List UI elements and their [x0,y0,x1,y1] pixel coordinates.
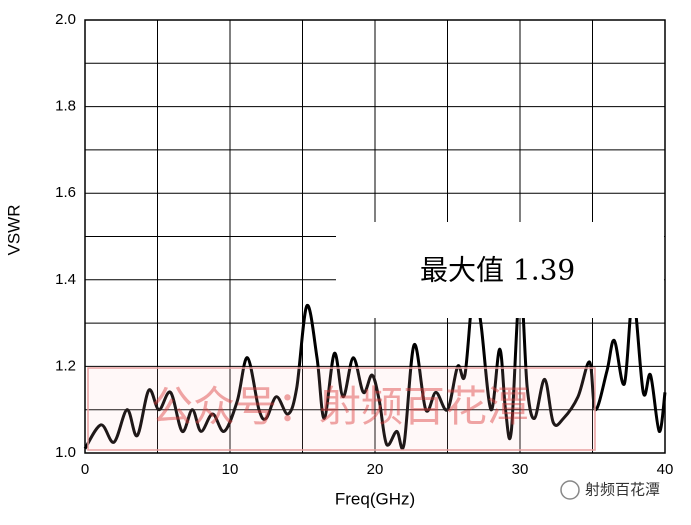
plot-frame [84,19,666,454]
logo-icon [560,480,580,500]
watermark: 公众号：射频百花潭 [151,382,529,431]
x-tick-label: 0 [81,461,89,478]
annotation: 最大值 1.39 [420,254,575,287]
annotation-box [336,222,664,318]
x-tick-label: 40 [657,461,674,478]
y-tick-label: 1.4 [55,271,76,288]
y-tick-label: 1.8 [55,98,76,115]
data-line [83,282,667,450]
x-tick-label: 20 [367,461,384,478]
y-axis-label: VSWR [4,205,23,256]
y-tick-label: 2.0 [55,11,76,28]
x-tick-label: 30 [512,461,529,478]
y-tick-label: 1.6 [55,184,76,201]
x-axis-label: Freq(GHz) [335,489,415,508]
logo-text: 射频百花潭 [585,481,660,499]
watermark-box [87,367,596,451]
y-tick-label: 1.2 [55,357,76,374]
x-tick-label: 10 [222,461,239,478]
y-tick-label: 1.0 [55,444,76,461]
